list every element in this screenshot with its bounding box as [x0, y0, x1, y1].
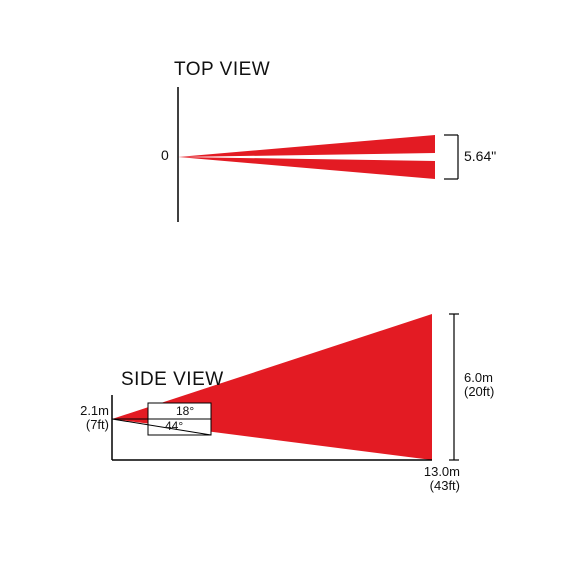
top-view-beam-lower [178, 157, 435, 179]
top-view-title: TOP VIEW [174, 60, 270, 80]
side-view-title: SIDE VIEW [121, 370, 224, 390]
top-view-origin-label: 0 [161, 148, 169, 163]
side-view-angle-box [112, 403, 211, 435]
side-view-angle-bottom: 44° [165, 420, 183, 433]
side-view-range-ft: (43ft) [406, 479, 460, 493]
side-view-right-height-m: 6.0m [464, 371, 493, 385]
side-view-range-m: 13.0m [406, 465, 460, 479]
top-view-bracket [444, 135, 458, 179]
top-view-beam-upper [178, 135, 435, 157]
diagram-svg [0, 0, 585, 585]
side-view-angle-top: 18° [176, 405, 194, 418]
side-view-mount-height-m: 2.1m [65, 404, 109, 418]
side-view-height-dim [449, 314, 459, 460]
diagram-canvas: TOP VIEW 0 5.64" SIDE VIEW 2.1m (7ft) 18… [0, 0, 585, 585]
side-view-mount-height-ft: (7ft) [65, 418, 109, 432]
top-view-spread-label: 5.64" [464, 149, 496, 164]
side-view-right-height-ft: (20ft) [464, 385, 494, 399]
